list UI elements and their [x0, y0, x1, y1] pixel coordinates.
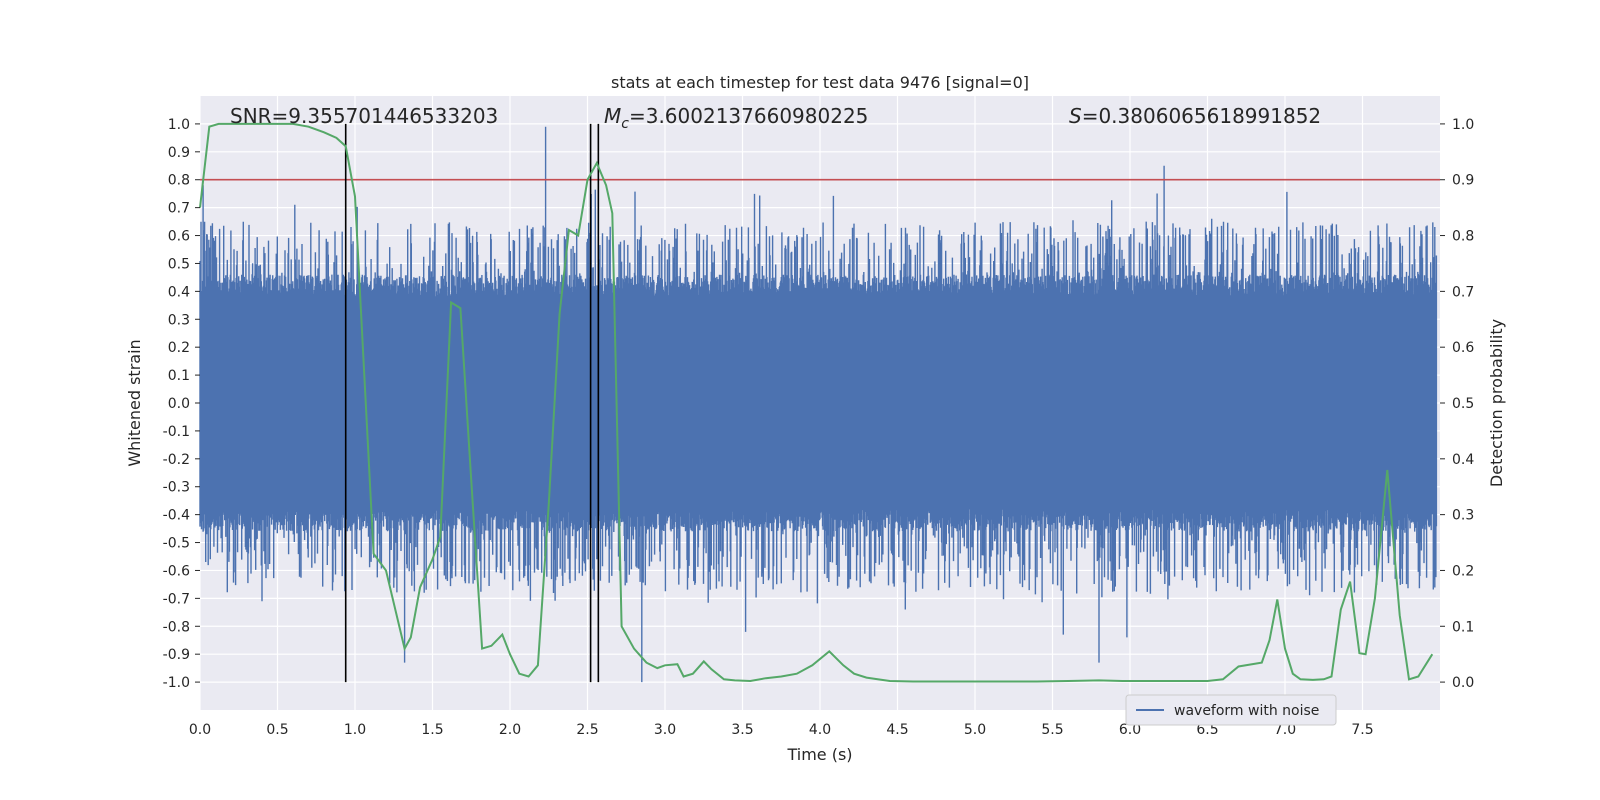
y-tick-label: -0.3 [163, 480, 190, 496]
x-tick-label: 4.5 [886, 722, 908, 738]
x-tick-label: 6.0 [1119, 722, 1141, 738]
x-tick-label: 7.5 [1351, 722, 1373, 738]
x-tick-label: 3.0 [654, 722, 676, 738]
detection-probability-line [199, 122, 1434, 683]
y2-tick-label: 0.7 [1452, 284, 1474, 300]
y2-tick-label: 0.1 [1452, 619, 1474, 635]
x-tick-label: 1.0 [344, 722, 366, 738]
y-tick-label: -0.4 [163, 508, 190, 524]
x-tick-label: 5.0 [964, 722, 986, 738]
y-tick-label: -1.0 [163, 675, 190, 691]
y2-tick-label: 0.3 [1452, 508, 1474, 524]
detection-probability-series [199, 122, 1434, 683]
y-tick-label: 0.8 [168, 173, 190, 189]
x-tick-label: 4.0 [809, 722, 831, 738]
s-annotation: S=0.3806065618991852 [1069, 104, 1321, 128]
chirp-mass-subscript: c [621, 116, 629, 132]
chirp-mass-value: =3.6002137660980225 [629, 104, 868, 128]
y-axis-left: 1.0 0.9 0.8 0.7 0.6 0.5 0.4 0.3 0.2 0.1 0.0 -0.1 -0.… [163, 117, 200, 691]
y-tick-label: -0.9 [163, 647, 190, 663]
y-tick-label: -0.5 [163, 536, 190, 552]
x-tick-label: 2.0 [499, 722, 521, 738]
waveform-series [199, 126, 1438, 683]
snr-annotation: SNR=9.355701446533203 [230, 104, 498, 128]
y2-tick-label: 0.4 [1452, 452, 1474, 468]
y2-axis-label: Detection probability [1487, 319, 1506, 487]
x-tick-label: 0.5 [266, 722, 288, 738]
y-tick-label: 0.9 [168, 145, 190, 161]
x-tick-label: 0.0 [189, 722, 211, 738]
y-tick-label: 0.0 [168, 396, 190, 412]
y-tick-label: 0.4 [168, 284, 190, 300]
x-tick-label: 1.5 [421, 722, 443, 738]
x-tick-label: 7.0 [1274, 722, 1296, 738]
legend-entry: waveform with noise [1174, 703, 1319, 719]
legend-box [1125, 694, 1337, 726]
s-value: =0.3806065618991852 [1082, 104, 1321, 128]
y-axis-right: 1.0 0.9 0.8 0.7 0.6 0.5 0.4 0.3 0.2 0.1 0.0 [1440, 117, 1474, 691]
y2-tick-label: 0.6 [1452, 340, 1474, 356]
y-tick-label: -0.7 [163, 591, 190, 607]
y-tick-label: -0.1 [163, 424, 190, 440]
y-tick-label: -0.8 [163, 619, 190, 635]
y2-tick-label: 0.0 [1452, 675, 1474, 691]
y-tick-label: 0.5 [168, 256, 190, 272]
s-symbol: S [1069, 104, 1082, 128]
y-tick-label: 0.7 [168, 201, 190, 217]
y-tick-label: -0.2 [163, 452, 190, 468]
reference-lines [200, 123, 1440, 683]
y-tick-label: 0.1 [168, 368, 190, 384]
x-axis-label: Time (s) [786, 745, 852, 764]
y-tick-label: 0.2 [168, 340, 190, 356]
y-axis-label: Whitened strain [125, 339, 144, 466]
y2-tick-label: 0.9 [1452, 173, 1474, 189]
y-tick-label: 0.3 [168, 312, 190, 328]
x-axis: 0.0 0.5 1.0 1.5 2.0 2.5 3.0 3.5 4.0 4.5 5.0 5.5 6.0 6… [189, 722, 1374, 738]
y-tick-label: -0.6 [163, 563, 190, 579]
y2-tick-label: 0.5 [1452, 396, 1474, 412]
legend: waveform with noise [1125, 694, 1337, 726]
y-tick-label: 1.0 [168, 117, 190, 133]
y2-tick-label: 1.0 [1452, 117, 1474, 133]
y2-tick-label: 0.8 [1452, 229, 1474, 245]
y2-tick-label: 0.2 [1452, 563, 1474, 579]
chirp-mass-annotation: Mc=3.6002137660980225 [604, 104, 868, 132]
chirp-mass-symbol: M [604, 104, 621, 128]
x-tick-label: 5.5 [1041, 722, 1063, 738]
chart-title: stats at each timestep for test data 947… [611, 73, 1029, 92]
waveform-line [199, 126, 1438, 683]
x-tick-label: 2.5 [576, 722, 598, 738]
x-tick-label: 6.5 [1196, 722, 1218, 738]
x-tick-label: 3.5 [731, 722, 753, 738]
y-tick-label: 0.6 [168, 229, 190, 245]
